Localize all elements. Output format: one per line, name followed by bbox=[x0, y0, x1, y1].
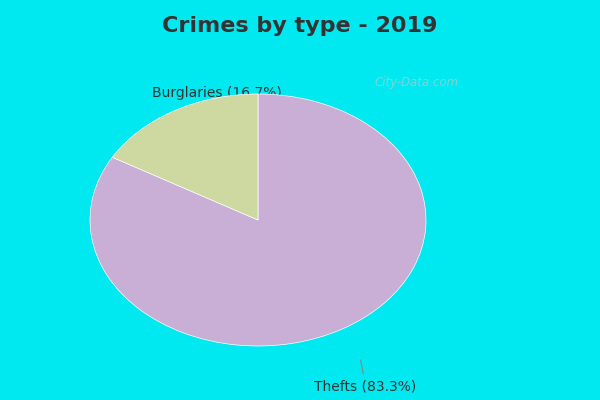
Text: Crimes by type - 2019: Crimes by type - 2019 bbox=[163, 16, 437, 36]
Wedge shape bbox=[112, 94, 258, 220]
Text: Thefts (83.3%): Thefts (83.3%) bbox=[314, 360, 417, 393]
Text: City-Data.com: City-Data.com bbox=[374, 76, 458, 89]
Wedge shape bbox=[90, 94, 426, 346]
Text: Burglaries (16.7%): Burglaries (16.7%) bbox=[152, 86, 282, 126]
